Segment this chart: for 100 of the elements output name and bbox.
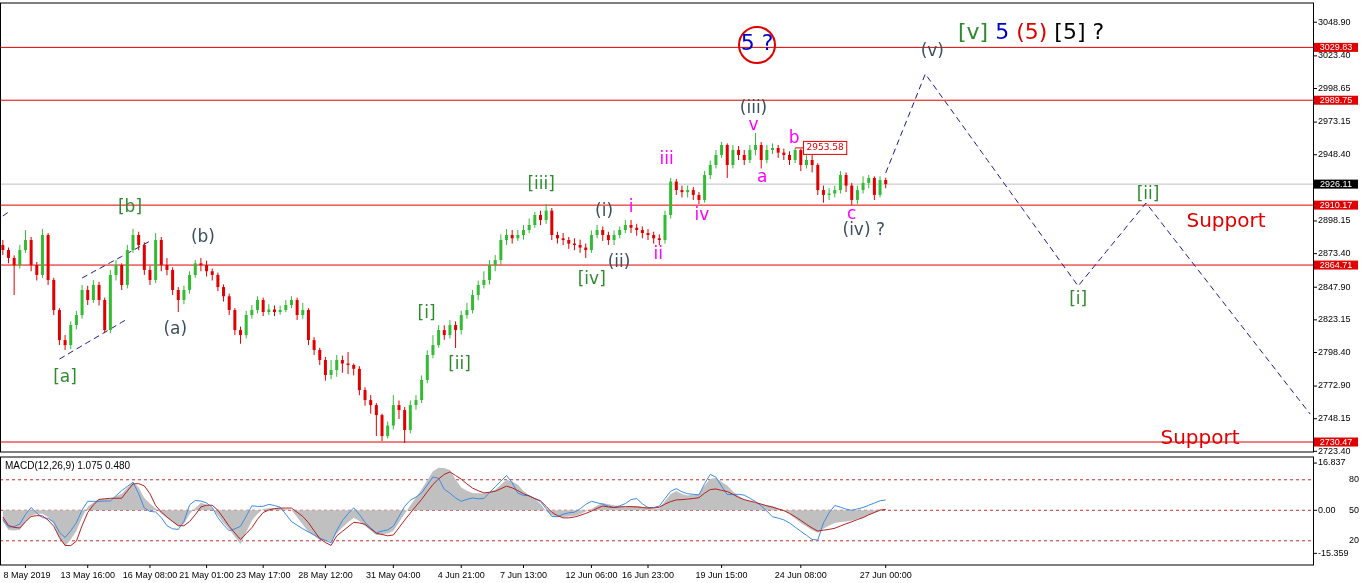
annotation: [ii] <box>1136 182 1160 203</box>
ref-line-label: 2730.47 <box>1319 436 1353 447</box>
candlestick <box>454 320 458 349</box>
y-tick-label: -15.359 <box>1318 547 1349 558</box>
candlestick <box>731 144 735 169</box>
x-tick-label: 16 May 08:00 <box>122 570 178 581</box>
x-tick-label: 16 Jun 23:00 <box>621 570 675 581</box>
candlestick <box>114 259 118 281</box>
candlestick <box>708 160 712 180</box>
candlestick <box>589 229 593 254</box>
y-tick-label: 0.00 <box>1318 504 1336 515</box>
x-tick-label: 4 Jun 21:00 <box>437 570 485 581</box>
candlestick <box>471 289 475 314</box>
annotation: b <box>788 126 800 147</box>
annotation: 2953.58 <box>806 142 845 153</box>
candlestick <box>680 185 684 198</box>
line-series <box>58 318 128 360</box>
candlestick <box>476 279 480 301</box>
ref-line-label: 2864.71 <box>1319 259 1353 270</box>
candlestick <box>363 386 367 407</box>
candlestick <box>397 399 401 420</box>
candlestick <box>188 270 192 295</box>
candlestick <box>23 229 27 254</box>
candlestick <box>838 170 842 194</box>
candlestick <box>482 270 486 289</box>
candlestick <box>595 224 599 239</box>
candlestick <box>714 149 718 169</box>
candlestick <box>391 394 395 430</box>
y-tick-label: 2723.40 <box>1318 445 1351 456</box>
annotation: (a) <box>163 318 188 338</box>
ref-line-label: 3029.83 <box>1319 42 1353 53</box>
candlestick <box>646 228 650 241</box>
ref-line-label: 2926.11 <box>1320 178 1352 189</box>
candlestick <box>176 286 180 313</box>
annotation: iii <box>659 147 674 168</box>
candlestick <box>216 272 220 292</box>
candlestick <box>855 185 859 205</box>
candlestick <box>91 279 95 304</box>
y-tick-label: 3023.40 <box>1318 50 1351 61</box>
annotation: a <box>756 166 768 187</box>
y2-tick-label: 50 <box>1349 504 1360 515</box>
x-tick-label: 19 Jun 15:00 <box>695 570 748 581</box>
candlestick <box>431 334 435 359</box>
x-tick-label: 21 May 01:00 <box>179 570 234 581</box>
x-tick-label: 7 Jun 13:00 <box>499 570 548 581</box>
y-tick-label: 2748.15 <box>1318 413 1351 424</box>
annotation: [i] <box>1069 288 1088 309</box>
annotation: (i) <box>595 200 614 220</box>
candlestick <box>629 219 633 234</box>
annotation: Support <box>1160 424 1240 449</box>
annotation: [a] <box>53 365 77 386</box>
x-tick-label: 13 May 16:00 <box>60 570 115 581</box>
ref-line-label: 2910.17 <box>1319 200 1353 210</box>
annotation: (iv) ? <box>842 218 885 239</box>
annotation: [v] 5 (5) [5] ? <box>958 19 1105 44</box>
candlestick <box>261 297 265 317</box>
candlestick <box>754 132 758 156</box>
candlestick <box>759 141 763 169</box>
x-tick-label: 23 May 17:00 <box>235 570 291 581</box>
candlestick <box>131 228 135 254</box>
y-tick-label: 2998.65 <box>1318 82 1351 93</box>
x-tick-label: 8 May 2019 <box>3 570 51 581</box>
candlestick <box>335 354 339 378</box>
candlestick <box>97 281 101 307</box>
candlestick <box>765 144 769 164</box>
y-tick-label: 3048.90 <box>1318 16 1351 27</box>
candlestick <box>544 203 548 225</box>
annotation: Support <box>1186 207 1266 232</box>
candlestick <box>827 187 831 201</box>
candlestick <box>861 175 865 194</box>
candlestick <box>420 374 424 404</box>
candlestick <box>182 285 186 305</box>
candlestick <box>357 365 361 396</box>
y-tick-label: 2847.90 <box>1318 281 1351 292</box>
candlestick <box>725 142 729 179</box>
x-tick-label: 28 May 12:00 <box>298 570 353 581</box>
candlestick <box>465 302 469 320</box>
x-tick-label: 31 May 04:00 <box>366 570 421 581</box>
annotation: ii <box>653 243 664 264</box>
candlestick <box>18 244 22 270</box>
candlestick <box>278 305 282 316</box>
y-tick-label: 16.837 <box>1318 457 1346 468</box>
candlestick <box>329 359 333 380</box>
y-tick-label: 2772.90 <box>1318 380 1351 391</box>
annotation: [ii] <box>448 352 471 373</box>
y2-tick-label: 20 <box>1349 535 1360 546</box>
candlestick <box>872 175 876 201</box>
candlestick <box>748 144 752 164</box>
candlestick <box>137 231 141 251</box>
x-tick-label: 24 Jun 08:00 <box>774 570 827 581</box>
y-tick-label: 2873.40 <box>1318 247 1351 258</box>
candlestick <box>414 394 418 411</box>
candlestick <box>295 297 299 321</box>
y-tick-label: 2898.15 <box>1318 215 1351 226</box>
candlestick <box>374 402 378 437</box>
candlestick <box>369 394 373 415</box>
candlestick <box>69 320 73 350</box>
candlestick <box>227 293 231 316</box>
candlestick <box>74 310 78 330</box>
x-tick-label: 12 Jun 06:00 <box>565 570 618 581</box>
